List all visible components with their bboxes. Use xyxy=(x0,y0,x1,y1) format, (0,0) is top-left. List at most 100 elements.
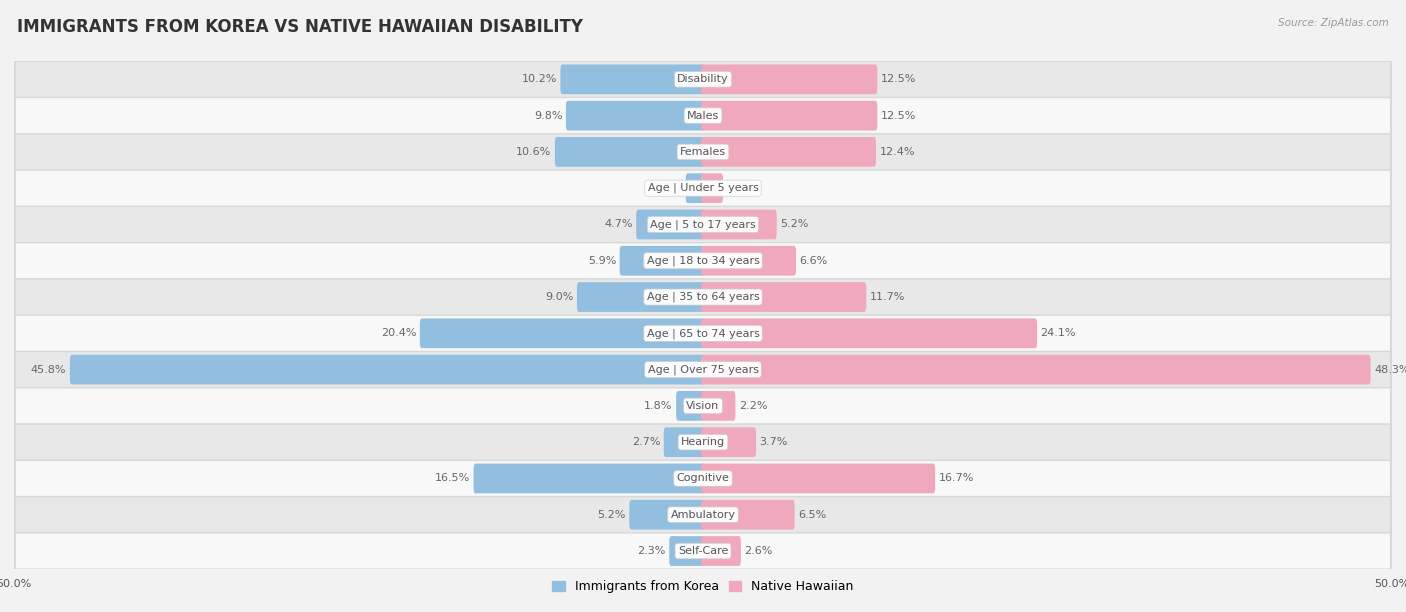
FancyBboxPatch shape xyxy=(702,137,876,167)
Text: Age | 35 to 64 years: Age | 35 to 64 years xyxy=(647,292,759,302)
Text: 10.2%: 10.2% xyxy=(522,74,557,84)
FancyBboxPatch shape xyxy=(15,98,1391,133)
Text: 50.0%: 50.0% xyxy=(1374,580,1406,589)
FancyBboxPatch shape xyxy=(702,463,935,493)
Text: 9.0%: 9.0% xyxy=(546,292,574,302)
FancyBboxPatch shape xyxy=(702,173,723,203)
Text: Disability: Disability xyxy=(678,74,728,84)
FancyBboxPatch shape xyxy=(14,206,1392,243)
FancyBboxPatch shape xyxy=(14,315,1392,352)
Text: 12.5%: 12.5% xyxy=(880,74,917,84)
FancyBboxPatch shape xyxy=(702,246,796,275)
FancyBboxPatch shape xyxy=(15,425,1391,460)
Text: Age | 5 to 17 years: Age | 5 to 17 years xyxy=(650,219,756,230)
Text: 2.2%: 2.2% xyxy=(738,401,768,411)
Legend: Immigrants from Korea, Native Hawaiian: Immigrants from Korea, Native Hawaiian xyxy=(547,575,859,599)
FancyBboxPatch shape xyxy=(676,391,704,421)
FancyBboxPatch shape xyxy=(15,389,1391,424)
FancyBboxPatch shape xyxy=(702,101,877,130)
Text: Cognitive: Cognitive xyxy=(676,474,730,483)
Text: 16.7%: 16.7% xyxy=(939,474,974,483)
Text: 2.6%: 2.6% xyxy=(744,546,773,556)
FancyBboxPatch shape xyxy=(702,318,1038,348)
FancyBboxPatch shape xyxy=(15,534,1391,569)
FancyBboxPatch shape xyxy=(15,171,1391,206)
Text: Source: ZipAtlas.com: Source: ZipAtlas.com xyxy=(1278,18,1389,28)
FancyBboxPatch shape xyxy=(576,282,704,312)
FancyBboxPatch shape xyxy=(702,282,866,312)
Text: IMMIGRANTS FROM KOREA VS NATIVE HAWAIIAN DISABILITY: IMMIGRANTS FROM KOREA VS NATIVE HAWAIIAN… xyxy=(17,18,583,36)
FancyBboxPatch shape xyxy=(555,137,704,167)
FancyBboxPatch shape xyxy=(702,209,776,239)
FancyBboxPatch shape xyxy=(630,500,704,529)
Text: 48.3%: 48.3% xyxy=(1374,365,1406,375)
FancyBboxPatch shape xyxy=(702,536,741,566)
FancyBboxPatch shape xyxy=(14,387,1392,424)
Text: 10.6%: 10.6% xyxy=(516,147,551,157)
FancyBboxPatch shape xyxy=(14,496,1392,533)
FancyBboxPatch shape xyxy=(702,391,735,421)
Text: 3.7%: 3.7% xyxy=(759,437,787,447)
Text: Males: Males xyxy=(688,111,718,121)
FancyBboxPatch shape xyxy=(14,532,1392,570)
FancyBboxPatch shape xyxy=(15,461,1391,496)
Text: 5.2%: 5.2% xyxy=(598,510,626,520)
FancyBboxPatch shape xyxy=(14,61,1392,98)
Text: 1.1%: 1.1% xyxy=(654,183,682,193)
FancyBboxPatch shape xyxy=(15,244,1391,278)
Text: Age | Under 5 years: Age | Under 5 years xyxy=(648,183,758,193)
Text: 24.1%: 24.1% xyxy=(1040,328,1076,338)
FancyBboxPatch shape xyxy=(14,460,1392,497)
Text: 16.5%: 16.5% xyxy=(434,474,470,483)
Text: 6.6%: 6.6% xyxy=(800,256,828,266)
Text: 1.3%: 1.3% xyxy=(727,183,755,193)
FancyBboxPatch shape xyxy=(14,351,1392,388)
FancyBboxPatch shape xyxy=(15,498,1391,532)
FancyBboxPatch shape xyxy=(15,352,1391,387)
FancyBboxPatch shape xyxy=(15,316,1391,351)
Text: 20.4%: 20.4% xyxy=(381,328,416,338)
FancyBboxPatch shape xyxy=(702,355,1371,384)
FancyBboxPatch shape xyxy=(14,424,1392,461)
FancyBboxPatch shape xyxy=(14,133,1392,170)
FancyBboxPatch shape xyxy=(15,280,1391,315)
FancyBboxPatch shape xyxy=(15,62,1391,97)
FancyBboxPatch shape xyxy=(664,427,704,457)
FancyBboxPatch shape xyxy=(686,173,704,203)
FancyBboxPatch shape xyxy=(15,135,1391,170)
Text: 45.8%: 45.8% xyxy=(31,365,66,375)
FancyBboxPatch shape xyxy=(565,101,704,130)
FancyBboxPatch shape xyxy=(702,64,877,94)
FancyBboxPatch shape xyxy=(620,246,704,275)
FancyBboxPatch shape xyxy=(15,207,1391,242)
FancyBboxPatch shape xyxy=(420,318,704,348)
Text: Vision: Vision xyxy=(686,401,720,411)
FancyBboxPatch shape xyxy=(14,242,1392,279)
Text: 5.2%: 5.2% xyxy=(780,220,808,230)
Text: 2.3%: 2.3% xyxy=(637,546,666,556)
Text: 9.8%: 9.8% xyxy=(534,111,562,121)
FancyBboxPatch shape xyxy=(14,97,1392,134)
Text: Age | 65 to 74 years: Age | 65 to 74 years xyxy=(647,328,759,338)
Text: Females: Females xyxy=(681,147,725,157)
Text: Self-Care: Self-Care xyxy=(678,546,728,556)
FancyBboxPatch shape xyxy=(70,355,704,384)
Text: 12.5%: 12.5% xyxy=(880,111,917,121)
FancyBboxPatch shape xyxy=(14,278,1392,316)
Text: 6.5%: 6.5% xyxy=(799,510,827,520)
FancyBboxPatch shape xyxy=(702,427,756,457)
FancyBboxPatch shape xyxy=(474,463,704,493)
FancyBboxPatch shape xyxy=(14,170,1392,207)
FancyBboxPatch shape xyxy=(561,64,704,94)
Text: Ambulatory: Ambulatory xyxy=(671,510,735,520)
FancyBboxPatch shape xyxy=(669,536,704,566)
Text: 12.4%: 12.4% xyxy=(879,147,915,157)
FancyBboxPatch shape xyxy=(702,500,794,529)
Text: 1.8%: 1.8% xyxy=(644,401,672,411)
Text: 4.7%: 4.7% xyxy=(605,220,633,230)
Text: 11.7%: 11.7% xyxy=(870,292,905,302)
Text: 50.0%: 50.0% xyxy=(0,580,32,589)
Text: Hearing: Hearing xyxy=(681,437,725,447)
Text: 5.9%: 5.9% xyxy=(588,256,616,266)
Text: 2.7%: 2.7% xyxy=(631,437,661,447)
